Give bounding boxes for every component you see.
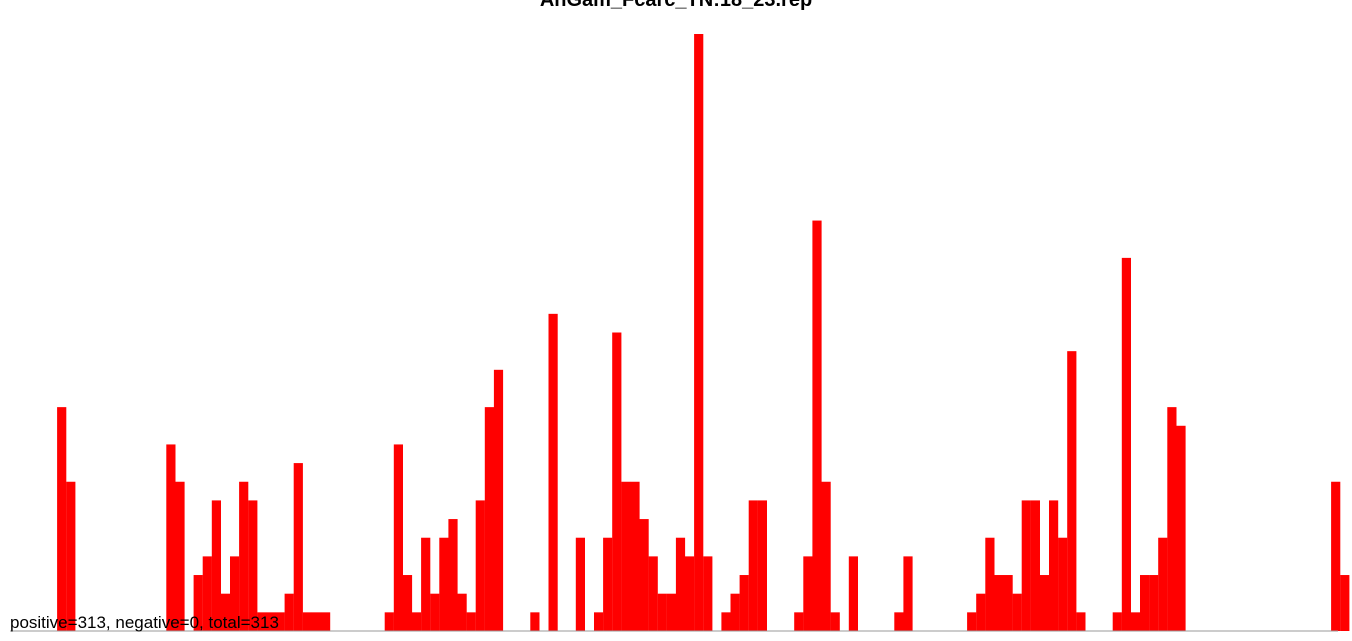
bar-26 bbox=[239, 481, 249, 631]
bar-82 bbox=[748, 500, 758, 631]
bar-75 bbox=[685, 556, 695, 632]
bar-70 bbox=[639, 519, 649, 631]
bar-76 bbox=[694, 34, 704, 631]
bar-109 bbox=[994, 575, 1004, 631]
bar-124 bbox=[1130, 612, 1141, 631]
bar-71 bbox=[648, 556, 658, 632]
bar-43 bbox=[393, 444, 403, 631]
bar-35 bbox=[321, 612, 331, 631]
bar-93 bbox=[848, 556, 858, 632]
bar-126 bbox=[1149, 575, 1159, 631]
bar-50 bbox=[457, 593, 467, 631]
bar-111 bbox=[1012, 593, 1022, 631]
bar-68 bbox=[621, 481, 631, 631]
bar-34 bbox=[311, 612, 322, 631]
bar-107 bbox=[976, 593, 986, 631]
bar-125 bbox=[1140, 575, 1150, 631]
bar-118 bbox=[1076, 612, 1086, 631]
bar-60 bbox=[548, 313, 558, 631]
bar-128 bbox=[1167, 407, 1177, 632]
bar-114 bbox=[1039, 575, 1050, 631]
bar-123 bbox=[1121, 257, 1131, 632]
bars-group bbox=[57, 34, 1350, 632]
bar-99 bbox=[903, 556, 913, 632]
bar-87 bbox=[794, 612, 804, 631]
bar-129 bbox=[1176, 425, 1186, 631]
bar-23 bbox=[211, 500, 221, 631]
bar-89 bbox=[812, 220, 822, 631]
bar-27 bbox=[248, 500, 258, 631]
bar-122 bbox=[1112, 612, 1122, 631]
bar-65 bbox=[594, 612, 604, 631]
bar-80 bbox=[730, 593, 740, 631]
bar-66 bbox=[603, 537, 613, 631]
bar-46 bbox=[421, 537, 431, 631]
bar-81 bbox=[739, 575, 749, 631]
bar-29 bbox=[266, 612, 276, 631]
bar-52 bbox=[475, 500, 485, 631]
bar-112 bbox=[1021, 500, 1031, 631]
bar-18 bbox=[166, 444, 176, 631]
bar-115 bbox=[1049, 500, 1059, 631]
bar-91 bbox=[830, 612, 840, 631]
bar-110 bbox=[1003, 575, 1013, 631]
bar-98 bbox=[894, 612, 904, 631]
bar-90 bbox=[821, 481, 831, 631]
bar-83 bbox=[757, 500, 767, 631]
chart-title: AnGam_Fcarc_TN:18_23.rep bbox=[540, 0, 812, 11]
bar-79 bbox=[721, 612, 731, 631]
bar-24 bbox=[220, 593, 231, 631]
bar-25 bbox=[230, 556, 240, 632]
bar-44 bbox=[402, 575, 413, 631]
bar-77 bbox=[703, 556, 713, 632]
bar-6 bbox=[57, 407, 67, 632]
bar-117 bbox=[1067, 351, 1077, 631]
bar-7 bbox=[66, 481, 76, 631]
bar-51 bbox=[466, 612, 476, 631]
bar-30 bbox=[275, 612, 285, 631]
bar-73 bbox=[666, 593, 676, 631]
bar-49 bbox=[448, 519, 458, 631]
bar-28 bbox=[257, 612, 267, 631]
bar-127 bbox=[1158, 537, 1168, 631]
bar-53 bbox=[484, 407, 494, 632]
bar-42 bbox=[384, 612, 394, 631]
bar-21 bbox=[193, 575, 203, 631]
bar-88 bbox=[803, 556, 813, 632]
bar-32 bbox=[293, 463, 303, 631]
bar-22 bbox=[202, 556, 212, 632]
bar-19 bbox=[175, 481, 185, 631]
bar-48 bbox=[439, 537, 449, 631]
bar-69 bbox=[630, 481, 640, 631]
bar-74 bbox=[675, 537, 686, 631]
bar-47 bbox=[430, 593, 440, 631]
bar-63 bbox=[575, 537, 585, 631]
bar-58 bbox=[530, 612, 540, 631]
bar-147 bbox=[1340, 575, 1350, 631]
bar-54 bbox=[493, 369, 504, 631]
bar-45 bbox=[412, 612, 422, 631]
bar-108 bbox=[985, 537, 995, 631]
bar-67 bbox=[612, 332, 622, 631]
bar-146 bbox=[1331, 481, 1341, 631]
summary-text: positive=313, negative=0, total=313 bbox=[10, 613, 279, 632]
bar-116 bbox=[1058, 537, 1068, 631]
bar-31 bbox=[284, 593, 294, 631]
bar-113 bbox=[1030, 500, 1040, 631]
bar-106 bbox=[967, 612, 977, 631]
bar-72 bbox=[657, 593, 667, 631]
bar-33 bbox=[302, 612, 312, 631]
